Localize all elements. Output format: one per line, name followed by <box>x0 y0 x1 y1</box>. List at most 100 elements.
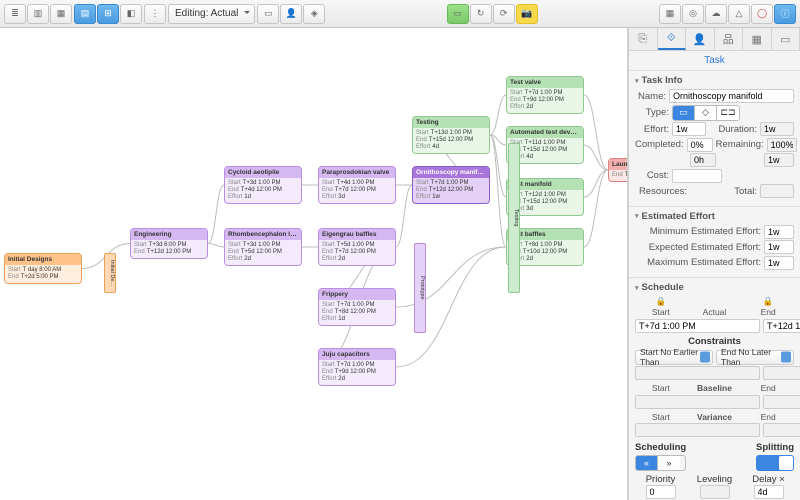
splitting-toggle[interactable] <box>756 455 794 471</box>
delay-clear-icon[interactable]: × <box>779 474 785 485</box>
record-icon[interactable]: ◯ <box>751 4 773 24</box>
gate-node[interactable]: Testing <box>508 143 520 293</box>
completed-field[interactable] <box>687 138 713 152</box>
section-task-info: Task Info Name: Type: ▭◇⊏⊐ Effort:Durati… <box>629 70 800 206</box>
insert-task-icon[interactable]: ▭ <box>257 4 279 24</box>
total-field <box>760 184 794 198</box>
duration-label: Duration: <box>709 124 757 135</box>
duration-field <box>760 122 794 136</box>
type-milestone-icon[interactable]: ◇ <box>695 106 717 120</box>
leveling-field <box>700 485 730 499</box>
task-node[interactable]: Rhombencephalon linkStartT+3d 1:00 PMEnd… <box>224 228 302 266</box>
cost-field[interactable] <box>672 169 722 183</box>
tab-hierarchy-icon[interactable]: 品 <box>715 28 744 50</box>
col-actual-label: Actual <box>689 307 741 317</box>
tab-task-icon[interactable]: ⟐ <box>658 28 687 50</box>
schedule-header[interactable]: Schedule <box>635 282 794 293</box>
grid-toggle-icon[interactable]: ▦ <box>659 4 681 24</box>
insert-resource-icon[interactable]: 👤 <box>280 4 302 24</box>
view-grid-icon[interactable]: ▦ <box>50 4 72 24</box>
task-node[interactable]: Cycloid aeolipileStartT+3d 1:00 PMEndT+4… <box>224 166 302 204</box>
effort-field[interactable] <box>672 122 706 136</box>
remaining-field <box>767 138 797 152</box>
cost-label: Cost: <box>635 170 669 181</box>
task-node[interactable]: Test valveStartT+7d 1:00 PMEndT+9d 12:00… <box>506 76 584 114</box>
target-icon[interactable]: ◎ <box>682 4 704 24</box>
remaining-time-field <box>764 153 794 167</box>
est-min-field[interactable] <box>764 225 794 239</box>
constraint-start-field[interactable] <box>635 366 760 380</box>
constraint-end-field[interactable] <box>763 366 800 380</box>
insert-milestone-icon[interactable]: ◈ <box>303 4 325 24</box>
filter-icon[interactable]: △ <box>728 4 750 24</box>
section-schedule: Schedule 🔒🔒 StartActualEnd Constraints S… <box>629 277 800 500</box>
type-hammock-icon[interactable]: ⊏⊐ <box>717 106 739 120</box>
section-estimated-effort: Estimated Effort Minimum Estimated Effor… <box>629 206 800 278</box>
sched-end-field[interactable] <box>763 319 800 333</box>
task-node[interactable]: Paraprosdokian valveStartT+4d 1:00 PMEnd… <box>318 166 396 204</box>
constraints-label: Constraints <box>635 336 794 347</box>
task-node[interactable]: Juju capacitorsStartT+7d 1:00 PMEndT+9d … <box>318 348 396 386</box>
constraint-start-select[interactable]: Start No Earlier Than <box>635 350 713 365</box>
type-label: Type: <box>635 107 669 118</box>
layout-gantt-icon[interactable]: ▤ <box>74 4 96 24</box>
completed-time-field <box>690 153 716 167</box>
col-end-label: End <box>742 307 794 317</box>
view-mode-group: ≣ ▥ ▦ <box>4 4 72 24</box>
view-columns-icon[interactable]: ▥ <box>27 4 49 24</box>
top-toolbar: ≣ ▥ ▦ ▤ ⊞ ◧ ⋮ Editing: Actual ▭ 👤 ◈ ▭ ↻ … <box>0 0 800 28</box>
reschedule-icon[interactable]: ⟳ <box>493 4 515 24</box>
est-max-field[interactable] <box>764 256 794 270</box>
scheduling-label: Scheduling <box>635 442 686 453</box>
type-segmented[interactable]: ▭◇⊏⊐ <box>672 105 740 121</box>
task-node[interactable]: Initial DesignsStartT day 8:00 AMEndT+2d… <box>4 253 82 284</box>
tab-attachments-icon[interactable]: ⎘ <box>629 28 658 50</box>
camera-icon[interactable]: 📷 <box>516 4 538 24</box>
center-group: ▭ ↻ ⟳ 📷 <box>447 4 538 24</box>
priority-label: Priority <box>635 474 686 485</box>
col-start-label: Start <box>635 307 687 317</box>
baseline-start-field <box>635 395 760 409</box>
type-task-icon[interactable]: ▭ <box>673 106 695 120</box>
editing-mode-select[interactable]: Editing: Actual <box>168 4 255 24</box>
sched-start-field[interactable] <box>635 319 760 333</box>
gate-node[interactable]: Initial De... <box>104 253 116 293</box>
est-exp-label: Expected Estimated Effort: <box>635 242 761 253</box>
baseline-label: Baseline <box>689 383 741 393</box>
constraint-end-select[interactable]: End No Later Than <box>716 350 794 365</box>
est-header[interactable]: Estimated Effort <box>635 211 794 222</box>
task-node[interactable]: EngineeringStartT+3d 6:00 PMEndT+12d 12:… <box>130 228 208 259</box>
delay-label: Delay <box>752 474 776 485</box>
diagram-canvas[interactable]: Initial DesignsStartT day 8:00 AMEndT+2d… <box>0 28 628 500</box>
sync-icon[interactable]: ☁ <box>705 4 727 24</box>
task-node[interactable]: Eigengrau bafflesStartT+5d 1:00 PMEndT+7… <box>318 228 396 266</box>
scheduling-toggle[interactable]: «» <box>635 455 686 471</box>
layout-network-icon[interactable]: ⊞ <box>97 4 119 24</box>
task-node[interactable]: FripperyStartT+7d 1:00 PMEndT+8d 12:00 P… <box>318 288 396 326</box>
splitting-label: Splitting <box>756 442 794 453</box>
gate-node[interactable]: Prototype <box>414 243 426 333</box>
tab-resource-icon[interactable]: 👤 <box>686 28 715 50</box>
layout-group: ▤ ⊞ ◧ <box>74 4 142 24</box>
name-field[interactable] <box>669 89 794 103</box>
leveling-label: Leveling <box>689 474 740 485</box>
remaining-label: Remaining: <box>716 139 764 150</box>
layout-other-icon[interactable]: ◧ <box>120 4 142 24</box>
delay-field[interactable] <box>754 485 784 499</box>
est-exp-field[interactable] <box>764 240 794 254</box>
task-node[interactable]: Launch betaEndT+15d 12:00 PM <box>608 158 628 182</box>
catchup-icon[interactable]: ↻ <box>470 4 492 24</box>
est-max-label: Maximum Estimated Effort: <box>635 257 761 268</box>
task-info-header[interactable]: Task Info <box>635 75 794 86</box>
priority-field[interactable] <box>646 485 676 499</box>
task-node[interactable]: Ornithoscopy manifoldStartT+7d 1:00 PMEn… <box>412 166 490 204</box>
info-icon[interactable]: ⓘ <box>774 4 796 24</box>
baseline-icon[interactable]: ▭ <box>447 4 469 24</box>
tab-notes-icon[interactable]: ▭ <box>772 28 800 50</box>
view-list-icon[interactable]: ≣ <box>4 4 26 24</box>
task-node[interactable]: TestingStartT+13d 1:00 PMEndT+15d 12:00 … <box>412 116 490 154</box>
variance-label: Variance <box>689 412 741 422</box>
insert-group: ▭ 👤 ◈ <box>257 4 325 24</box>
baseline-end-field <box>763 395 800 409</box>
tab-calendar-icon[interactable]: ▦ <box>743 28 772 50</box>
